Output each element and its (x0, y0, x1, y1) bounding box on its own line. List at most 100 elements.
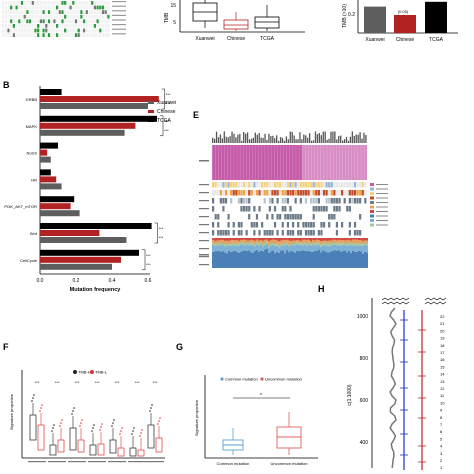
heatmap-stripe (342, 145, 343, 180)
bar-CellCycle-TCGA (40, 249, 139, 256)
stack-segment (258, 245, 260, 252)
stack-segment (226, 238, 228, 241)
stack-segment (264, 244, 266, 250)
stack-segment (354, 251, 356, 268)
stack-segment (300, 242, 302, 245)
track-cell (212, 214, 215, 220)
stack-segment (252, 242, 254, 246)
grid-cell (56, 24, 59, 28)
stack-segment (224, 244, 226, 247)
grid-cell (23, 33, 26, 37)
grid-cell (101, 10, 105, 14)
grid-cell (7, 33, 10, 37)
top-bar (264, 133, 266, 143)
panel-b-letter: B (3, 80, 10, 90)
heatmap-stripe (289, 145, 290, 180)
stack-segment (350, 245, 352, 253)
grid-cell (88, 14, 91, 19)
top-bar (223, 131, 225, 143)
stack-segment (308, 244, 310, 251)
bar-HR-Xuanwei (40, 183, 62, 190)
legend-text (376, 224, 388, 226)
top-bar (272, 135, 274, 143)
outlier (51, 430, 53, 432)
grid-cell (4, 19, 7, 24)
grid-cell (37, 28, 40, 33)
track-cell (214, 198, 217, 204)
row-label (199, 184, 209, 186)
track-cell (335, 222, 339, 228)
stack-segment (346, 240, 348, 244)
grid-cell (77, 5, 80, 10)
stack-segment (296, 240, 298, 243)
grid-cell (39, 5, 42, 10)
sig-stars: *** (146, 253, 151, 258)
stack-segment (326, 238, 328, 241)
track-cell (266, 214, 269, 220)
track-cell (222, 190, 225, 196)
stack-segment (330, 251, 332, 268)
heatmap-stripe (339, 145, 340, 180)
stack-segment (280, 244, 282, 247)
top-bar (357, 134, 359, 143)
panel-b-xlabel: Mutation frequency (70, 287, 122, 293)
track-cell (214, 190, 217, 196)
stack-segment (300, 244, 302, 251)
stack-segment (284, 253, 286, 268)
outlier (31, 400, 33, 402)
stack-segment (224, 246, 226, 253)
stack-segment (270, 243, 272, 246)
heatmap-stripe (283, 145, 284, 180)
top-bar (237, 134, 239, 143)
track-cell (330, 190, 333, 196)
track-cell (317, 182, 320, 188)
track-cell (268, 182, 271, 188)
grid-cell (42, 14, 45, 19)
track-cell (286, 222, 290, 228)
grid-cell (29, 24, 32, 28)
legend-text (376, 215, 388, 217)
stack-segment (262, 240, 264, 245)
track-cell (297, 182, 300, 188)
grid-cell (12, 33, 15, 37)
grid-cell (20, 14, 24, 19)
stack-segment (326, 243, 328, 246)
track-cell (219, 206, 222, 212)
track-cell (348, 230, 351, 236)
top-bar (340, 135, 342, 143)
grid-cell (18, 28, 21, 33)
top-bar (256, 134, 258, 143)
track-cell (348, 206, 351, 212)
track-cell (351, 214, 354, 220)
track-cell (343, 182, 346, 188)
stack-segment (304, 242, 306, 245)
grid-cell (66, 28, 69, 33)
track-cell (268, 230, 271, 236)
stack-segment (340, 243, 342, 246)
track-cell (325, 214, 328, 220)
track-cell (217, 230, 220, 236)
track-cell (364, 190, 367, 196)
outlier (140, 432, 142, 434)
chrom-label: 7 (440, 422, 443, 427)
stack-segment (342, 242, 344, 245)
panel-b-significance: *** *** *** *** *** *** *** *** (142, 88, 171, 271)
grid-cell (85, 28, 88, 33)
stack-segment (228, 244, 230, 247)
grid-cell (7, 28, 10, 33)
track-cell (237, 206, 240, 212)
track-cell (219, 198, 222, 204)
track-cell (255, 222, 259, 228)
track-cell (356, 190, 359, 196)
heatmap-stripe (336, 145, 337, 180)
stack-segment (338, 238, 340, 240)
chrom-label: 17 (440, 350, 445, 355)
stack-segment (248, 250, 250, 268)
stack-segment (254, 238, 256, 241)
chrom-label: 14 (440, 372, 445, 377)
grid-cell (34, 14, 37, 19)
stack-segment (334, 239, 336, 243)
track-cell (268, 222, 271, 228)
track-cell (245, 206, 248, 212)
track-cell (356, 206, 359, 212)
